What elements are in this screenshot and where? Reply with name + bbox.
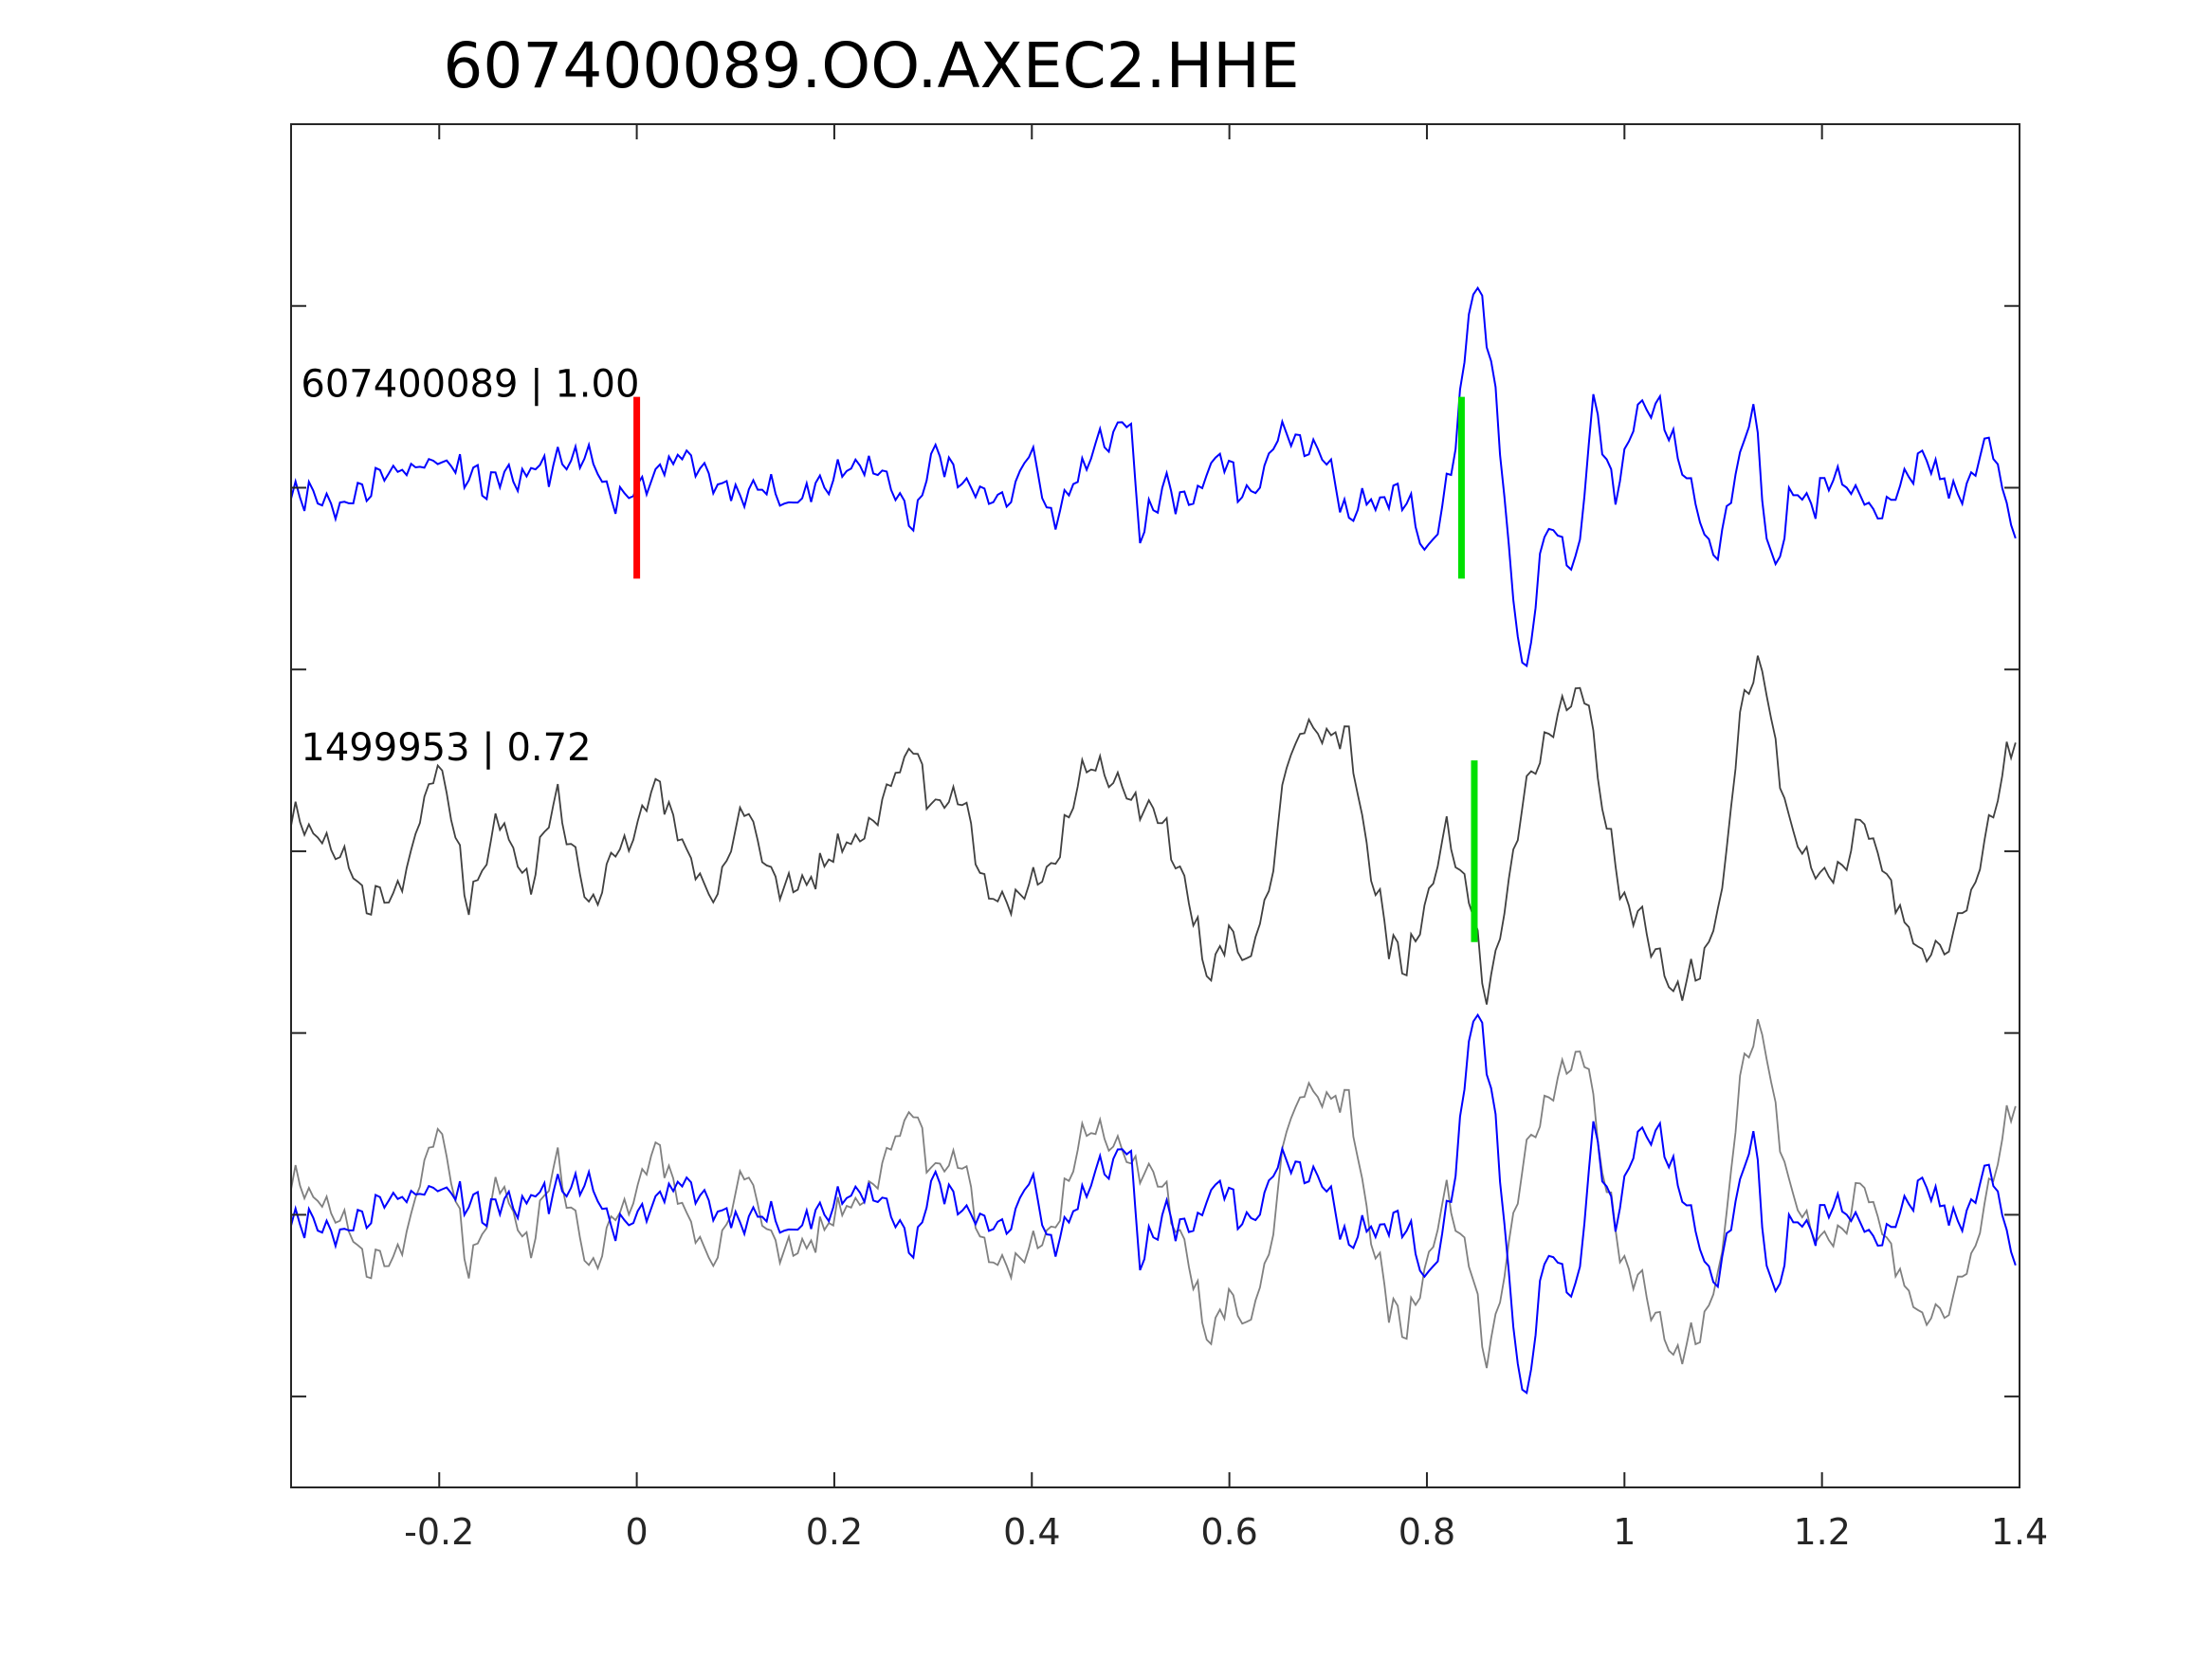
x-tick-label-6: 1 [1613,1511,1636,1553]
chart-title: 607400089.OO.AXEC2.HHE [443,29,1299,102]
picks-layer [633,396,1478,942]
x-tick-label-3: 0.4 [1003,1511,1060,1553]
trace-overlay-main [290,1012,2017,1395]
trace-labels-layer: 607400089 | 1.00 1499953 | 0.72 [301,363,639,770]
x-tick-label-8: 1.4 [1991,1511,2048,1553]
trace-template [290,655,2017,1005]
trace-label-1: 1499953 | 0.72 [301,726,591,770]
trace-overlay-template [290,1018,2017,1369]
trace-label-0: 607400089 | 1.00 [301,363,639,407]
traces-layer [290,285,2017,1395]
x-tick-label-0: -0.2 [404,1511,474,1553]
x-tick-label-7: 1.2 [1793,1511,1850,1553]
x-tick-label-2: 0.2 [806,1511,863,1553]
x-tick-label-5: 0.8 [1398,1511,1455,1553]
plot-frame [290,123,2020,1488]
x-tick-label-4: 0.6 [1200,1511,1257,1553]
trace-main [290,285,2017,668]
x-tick-label-1: 0 [626,1511,649,1553]
axes-layer: -0.2 0 0.2 0.4 0.6 0.8 1 1.2 1.4 [291,124,2048,1553]
